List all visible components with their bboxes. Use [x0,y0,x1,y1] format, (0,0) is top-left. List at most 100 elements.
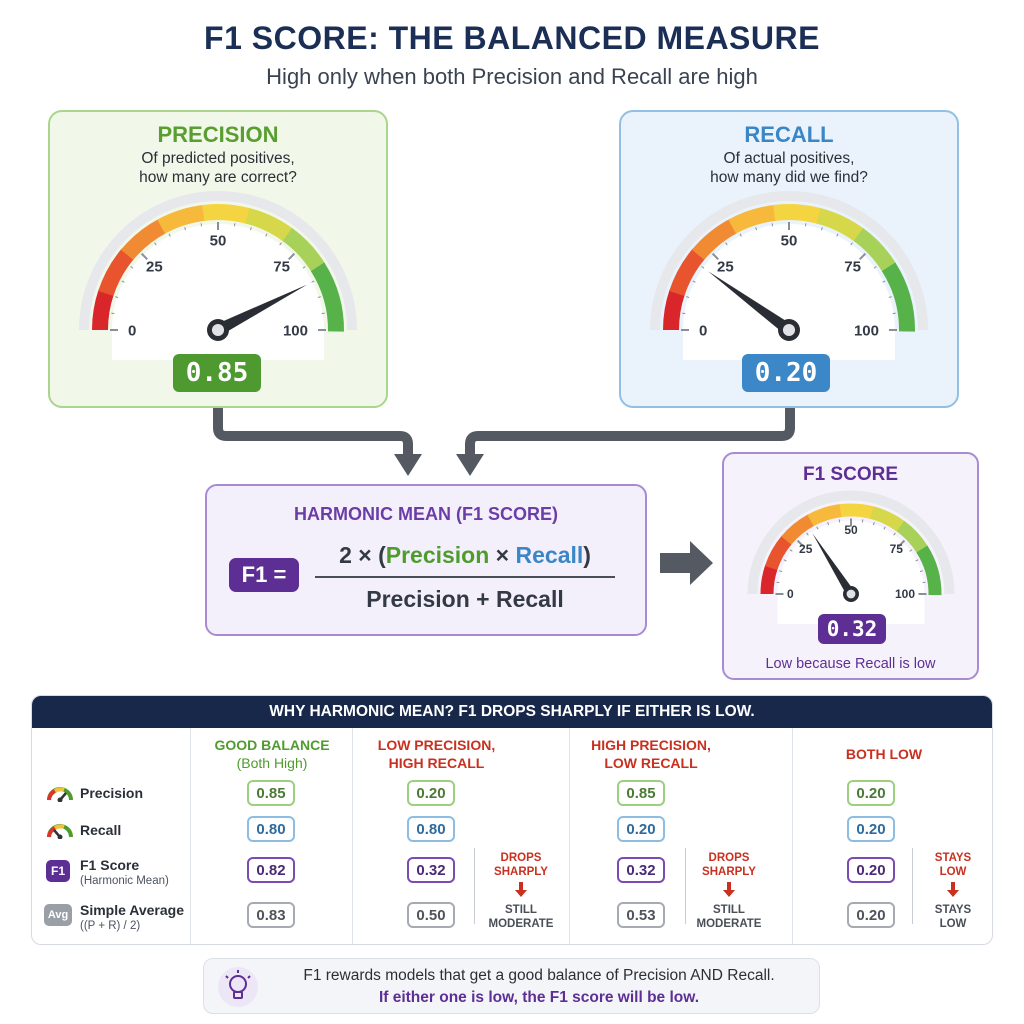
recall-panel: RECALL Of actual positives, how many did… [619,110,959,408]
column-head-low-recall: HIGH PRECISION, LOW RECALL [571,736,731,772]
column-head-line2: HIGH RECALL [388,755,485,771]
gauge-tick-label: 100 [283,322,308,339]
gauge-hub-cap [846,589,856,599]
cell-both-f1: 0.20 [847,857,895,883]
note-line: LOW [939,866,967,878]
down-arrow-icon [515,882,527,897]
gauge-tick [909,549,913,552]
precision-title: PRECISION [157,122,279,147]
note-divider [474,848,475,924]
column-head-line1: HIGH PRECISION, [591,737,711,753]
cell-lowp-recall: 0.80 [407,816,455,842]
note-line: DROPS [708,852,750,864]
recall-connector-arrowhead [456,454,484,476]
gauge-tick [265,233,268,237]
formula-num-prefix: 2 × ( [339,542,386,568]
down-arrow-icon [947,882,959,897]
recall-gauge: 0 25 50 75 100 [650,191,928,360]
table-header: WHY HARMONIC MEAN? F1 DROPS SHARPLY IF E… [32,696,992,728]
gauge-tick [288,252,296,260]
gauge-tick [915,559,919,562]
precision-connector [213,408,413,456]
gauge-tick [739,233,742,237]
column-divider [352,728,353,944]
precision-panel: PRECISION Of predicted positives, how ma… [48,110,388,408]
cell-good-f1: 0.82 [247,857,295,883]
column-divider [569,728,570,944]
note-line: LOW [939,918,967,930]
note-drops-sharply: DROPS SHARPLY [692,851,766,879]
column-head-line1: LOW PRECISION, [377,737,496,753]
gauge-band [760,564,778,595]
gauge-tick [850,242,853,246]
gauge-band [310,262,345,332]
cell-both-precision: 0.20 [847,780,895,806]
gauge-tick-label: 0 [787,587,794,601]
note-stays-low-average: STAYS LOW [916,903,990,931]
gauge-band [282,228,326,273]
gauge-band [870,506,906,533]
gauge-tick [882,280,886,283]
gauge-tick [859,252,867,260]
gauge-tick-label: 75 [890,542,904,556]
gauge-band [120,218,167,261]
formula-title: HARMONIC MEAN (F1 SCORE) [294,504,558,524]
gauge-band [728,204,777,234]
gauge-tick [311,280,315,283]
formula-num-precision: Precision [385,542,490,568]
footer-note: F1 rewards models that get a good balanc… [203,958,820,1014]
gauge-hub-cap [211,323,225,337]
down-arrow-icon [723,882,735,897]
gauge-band [98,248,135,297]
row-label-recall: Recall [80,822,122,838]
note-stays-low: STAYS LOW [916,851,990,879]
avg-row-badge: Avg [44,904,72,926]
gauge-tick [919,570,923,573]
note-line: MODERATE [488,918,554,930]
gauge-band [245,207,294,242]
f1-row-badge: F1 [46,860,70,882]
precision-gauge-icon [47,787,73,802]
note-line: DROPS [500,852,542,864]
formula-box: HARMONIC MEAN (F1 SCORE) F1 = 2 × (Preci… [205,484,647,636]
cell-lowp-f1: 0.32 [407,857,455,883]
recall-gauge-icon [47,824,73,839]
gauge-tick-label: 50 [781,232,798,249]
cell-lowr-recall: 0.20 [617,816,665,842]
note-line: SHARPLY [702,866,756,878]
cell-both-recall: 0.20 [847,816,895,842]
gauge-tick [279,242,282,246]
gauge-tick [836,233,839,237]
gauge-tick [789,549,793,552]
gauge-tick [701,266,705,269]
gauge-needle [708,271,793,335]
gauge-tick [827,522,830,526]
gauge-tick-label: 50 [844,523,858,537]
note-line: STAYS [934,904,972,916]
f1-panel-title: F1 SCORE [802,464,899,485]
note-line: STILL [713,904,745,916]
cell-good-recall: 0.80 [247,816,295,842]
gauge-tick [898,539,906,547]
f1-gauge: 0 25 50 75 100 [747,490,955,624]
gauge-band [781,514,815,545]
gauge-tick [130,266,134,269]
column-divider [190,728,191,944]
gauge-band [896,520,929,554]
gauge-band [669,248,706,297]
gauge-face [112,224,324,360]
cell-lowr-precision: 0.85 [617,780,665,806]
formula-num-times: × [489,542,516,568]
gauge-tick-label: 75 [273,259,290,276]
gauge-tick-label: 100 [854,322,879,339]
recall-desc-1: Of actual positives, [723,150,855,167]
gauge-tick [692,280,696,283]
row-label-average: Simple Average ((P + R) / 2) [80,902,184,934]
gauge-needle [812,533,855,597]
gauge-tick-label: 25 [717,259,734,276]
formula-denominator: Precision + Recall [366,586,564,612]
f1-badge: F1 = [229,558,299,592]
gauge-bezel [79,191,357,331]
row-label-precision: Precision [80,785,144,801]
recall-connector [465,408,795,456]
